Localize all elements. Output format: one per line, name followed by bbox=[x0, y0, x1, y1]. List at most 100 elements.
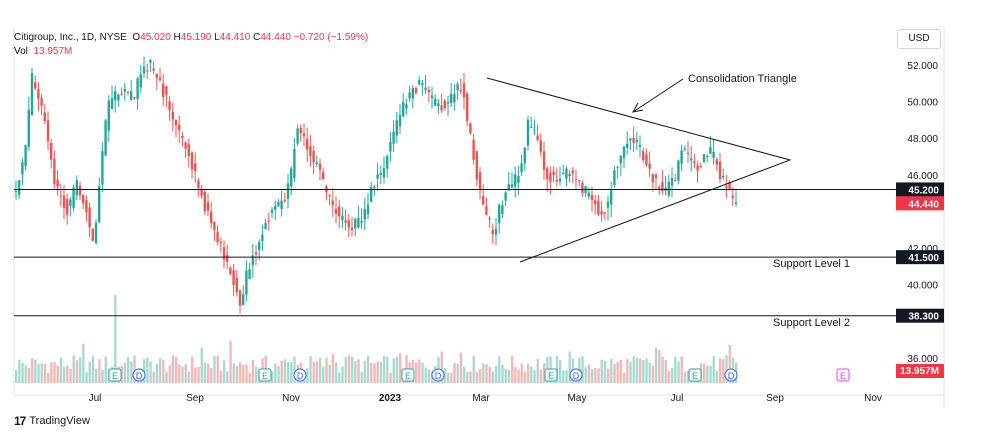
earnings-marker[interactable] bbox=[401, 368, 415, 382]
candle-body bbox=[587, 192, 590, 197]
volume-bar bbox=[328, 364, 331, 383]
consolidation-triangle-label: Consolidation Triangle bbox=[688, 73, 797, 85]
earnings-marker-label: E bbox=[262, 371, 268, 381]
price-tag-label: 44.440 bbox=[908, 199, 939, 210]
volume-tag[interactable] bbox=[896, 364, 944, 378]
dividend-marker[interactable] bbox=[569, 368, 583, 382]
candle-body bbox=[248, 269, 251, 279]
volume-bar bbox=[287, 361, 290, 383]
candle-body bbox=[430, 95, 434, 99]
candle-body bbox=[651, 174, 654, 183]
candle-body bbox=[222, 247, 226, 260]
candle-body bbox=[578, 180, 581, 182]
volume-bar bbox=[197, 366, 200, 383]
tradingview-brand[interactable]: 17 TradingView bbox=[14, 414, 90, 428]
volume-bar bbox=[88, 361, 91, 383]
candle-body bbox=[562, 173, 565, 175]
candle-body bbox=[718, 161, 722, 180]
candle-body bbox=[165, 86, 168, 96]
open-label: O bbox=[132, 32, 141, 43]
candle-body bbox=[363, 209, 366, 220]
volume-bar bbox=[274, 363, 277, 383]
candle-body bbox=[232, 270, 235, 286]
volume-bar bbox=[507, 369, 511, 383]
volume-bar bbox=[56, 365, 59, 383]
volume-bar bbox=[37, 363, 40, 383]
earnings-marker-label: E bbox=[840, 371, 846, 381]
candle-body bbox=[238, 290, 242, 306]
earnings-marker[interactable] bbox=[544, 368, 558, 382]
candle-body bbox=[126, 91, 130, 93]
candle-body bbox=[539, 140, 542, 152]
earnings-marker[interactable] bbox=[688, 368, 702, 382]
candle-body bbox=[622, 146, 626, 159]
candle-body bbox=[667, 181, 670, 196]
dividend-marker-label: D bbox=[435, 371, 442, 381]
volume-bar bbox=[645, 358, 648, 383]
candle-body bbox=[686, 152, 690, 155]
candle-body bbox=[75, 180, 78, 196]
candle-body bbox=[40, 98, 43, 106]
candle-body bbox=[110, 98, 114, 110]
candle-body bbox=[699, 166, 702, 168]
candle-body bbox=[184, 142, 187, 149]
ohlc-legend: Citigroup, Inc., 1D, NYSE O45.020 H45.19… bbox=[14, 32, 368, 43]
candle-body bbox=[526, 119, 530, 146]
volume-bar bbox=[472, 355, 475, 383]
last-price-tag[interactable] bbox=[896, 196, 944, 211]
dividend-marker[interactable] bbox=[724, 368, 738, 382]
level-price-tag[interactable] bbox=[896, 182, 944, 197]
dividend-marker[interactable] bbox=[293, 368, 307, 382]
low-value: 44.410 bbox=[219, 32, 251, 43]
candle-body bbox=[21, 162, 24, 175]
volume-bar bbox=[514, 366, 517, 383]
candle-body bbox=[645, 154, 648, 165]
dividend-marker[interactable] bbox=[431, 368, 445, 382]
volume-bar bbox=[357, 359, 360, 383]
candle-body bbox=[53, 158, 56, 184]
level-price-tag[interactable] bbox=[896, 308, 944, 323]
candle-body bbox=[533, 129, 536, 131]
dividend-marker[interactable] bbox=[132, 368, 146, 382]
candle-body bbox=[120, 93, 123, 95]
candle-body bbox=[424, 87, 427, 91]
level-price-tag[interactable] bbox=[896, 250, 944, 265]
volume-bar bbox=[168, 365, 171, 383]
volume-bar bbox=[101, 370, 104, 383]
candle-body bbox=[178, 124, 181, 131]
candle-body bbox=[226, 254, 229, 262]
candle-body bbox=[629, 138, 632, 141]
candle-body bbox=[514, 174, 517, 187]
volume-bar bbox=[184, 364, 187, 383]
volume-bar bbox=[63, 366, 66, 383]
candle-body bbox=[370, 187, 373, 202]
volume-bar bbox=[34, 359, 37, 383]
volume-bar bbox=[565, 369, 568, 383]
candle-body bbox=[616, 166, 619, 168]
earnings-marker[interactable] bbox=[108, 368, 122, 382]
candle-body bbox=[290, 168, 293, 187]
volume-bar bbox=[335, 362, 338, 383]
earnings-marker[interactable] bbox=[258, 368, 272, 382]
change-value: −0.720 (−1.59%) bbox=[293, 32, 369, 43]
volume-bar bbox=[536, 359, 539, 383]
candle-body bbox=[443, 100, 446, 109]
candle-body bbox=[395, 120, 398, 136]
candle-body bbox=[280, 200, 283, 209]
volume-bar bbox=[626, 358, 629, 383]
volume-bar bbox=[658, 349, 661, 383]
candle-body bbox=[402, 101, 405, 117]
candle-body bbox=[446, 102, 450, 104]
candle-body bbox=[27, 109, 30, 147]
candle-body bbox=[690, 158, 693, 161]
earnings-marker[interactable] bbox=[836, 368, 850, 382]
candle-body bbox=[242, 294, 245, 306]
dividend-marker-label: D bbox=[297, 371, 304, 381]
candle-body bbox=[661, 182, 664, 192]
volume-bar bbox=[453, 363, 456, 383]
consolidation-triangle[interactable] bbox=[486, 77, 792, 263]
currency-button[interactable]: USD bbox=[897, 29, 941, 49]
high-value: 45.190 bbox=[180, 32, 212, 43]
y-tick-label: 46.000 bbox=[907, 171, 938, 182]
